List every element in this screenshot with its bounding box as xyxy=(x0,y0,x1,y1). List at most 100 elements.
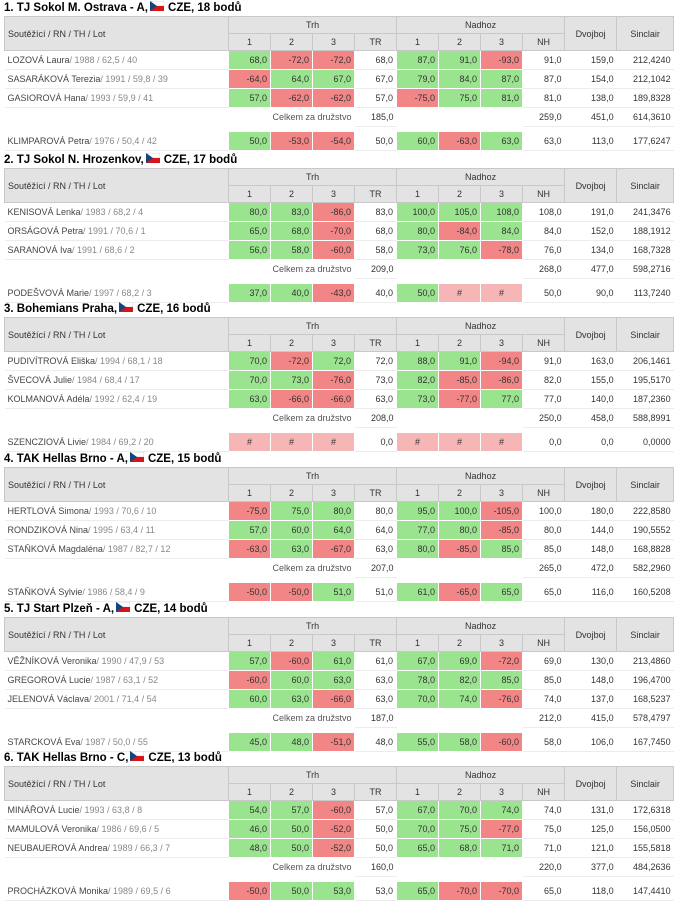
team-total-label: Celkem za družstvo xyxy=(272,413,352,424)
snatch-attempt-1: 70,0 xyxy=(228,370,271,390)
header-name: Soutěžící / RN / TH / Lot xyxy=(4,766,229,801)
header-attempt-1: 1 xyxy=(396,33,440,51)
header-attempt-3: 3 xyxy=(312,185,355,203)
snatch-attempt-2: 63,0 xyxy=(270,539,313,559)
athlete-meta: / 1976 / 50,4 / 42 xyxy=(89,135,157,146)
cj-attempt-3: 84,0 xyxy=(480,221,524,241)
cj-result: 58,0 xyxy=(522,732,565,752)
header-dvojboj: Dvojboj xyxy=(564,617,618,652)
cj-attempt-2: 74,0 xyxy=(438,689,482,709)
header-name: Soutěžící / RN / TH / Lot xyxy=(4,467,229,502)
cj-attempt-3: -85,0 xyxy=(480,520,524,540)
header-name: Soutěžící / RN / TH / Lot xyxy=(4,617,229,652)
reserve-athlete-row: PODEŠVOVÁ Marie/ 1997 / 68,2 / 3 37,0 40,0… xyxy=(4,283,674,303)
athlete-name-text: JELENOVÁ Václava xyxy=(7,694,90,704)
cj-attempt-2: -77,0 xyxy=(438,389,482,409)
snatch-attempt-2: -60,0 xyxy=(270,651,313,671)
header-attempt-1: 1 xyxy=(228,33,271,51)
team-section: 1. TJ Sokol M. Ostrava - A, CZE, 18 bodů … xyxy=(0,0,676,151)
team-total-sinclair: 614,3610 xyxy=(616,107,674,127)
athlete-name: RONDZIKOVÁ Nina/ 1995 / 63,4 / 11 xyxy=(4,520,229,540)
snatch-attempt-2: -72,0 xyxy=(270,50,313,70)
sinclair-result: 212,1042 xyxy=(616,69,674,89)
total-result: 180,0 xyxy=(564,501,617,521)
cj-attempt-2: 76,0 xyxy=(438,240,482,260)
team-section: 2. TJ Sokol N. Hrozenkov, CZE, 17 bodů So… xyxy=(0,152,676,303)
team-total-dvojboj: 472,0 xyxy=(564,558,617,578)
header-sinclair: Sinclair xyxy=(616,16,675,51)
sinclair-result: 168,7328 xyxy=(616,240,674,260)
team-total-spacer xyxy=(397,108,523,127)
header-attempt-2: 2 xyxy=(270,33,313,51)
header-attempt-3: 3 xyxy=(312,634,355,652)
cj-attempt-3: -78,0 xyxy=(480,240,524,260)
athlete-meta: / 1991 / 70,6 / 1 xyxy=(83,226,146,236)
total-result: 130,0 xyxy=(564,651,617,671)
athlete-row: NEUBAUEROVÁ Andrea/ 1989 / 66,3 / 7 48,0 5… xyxy=(4,838,674,858)
cj-attempt-3: -77,0 xyxy=(480,819,524,839)
team-total-tr: 160,0 xyxy=(354,857,397,877)
cj-attempt-2: -63,0 xyxy=(438,131,482,151)
header-nh: NH xyxy=(522,33,566,51)
results-table: Soutěžící / RN / TH / Lot Trh Nadhoz Dvo… xyxy=(4,467,675,602)
team-title: 1. TJ Sokol M. Ostrava - A, CZE, 18 bodů xyxy=(4,0,242,16)
snatch-result: 63,0 xyxy=(354,670,397,690)
team-total-row: Celkem za družstvo 160,0 220,0 377,0 484,263… xyxy=(5,857,674,877)
header-sinclair: Sinclair xyxy=(616,168,675,203)
header-sinclair: Sinclair xyxy=(616,317,675,352)
team-total-row: Celkem za družstvo 207,0 265,0 472,0 582,296… xyxy=(5,558,674,578)
czech-flag-icon xyxy=(118,301,134,317)
cj-result: 50,0 xyxy=(522,283,565,303)
header-attempt-1: 1 xyxy=(228,634,271,652)
sinclair-result: 160,5208 xyxy=(616,582,674,602)
cj-attempt-3: -105,0 xyxy=(480,501,524,521)
header-sinclair: Sinclair xyxy=(616,766,675,801)
header-name: Soutěžící / RN / TH / Lot xyxy=(4,168,229,203)
snatch-attempt-3: -54,0 xyxy=(312,131,355,151)
team-title-text: 6. TAK Hellas Brno - C, xyxy=(4,752,129,765)
team-title-points: CZE, 16 bodů xyxy=(137,303,211,316)
sinclair-result: 241,3476 xyxy=(616,202,674,222)
team-total-sinclair: 588,8991 xyxy=(616,408,674,428)
total-result: 148,0 xyxy=(564,670,617,690)
team-total-sinclair: 484,2636 xyxy=(616,857,674,877)
team-title-text: 1. TJ Sokol M. Ostrava - A, xyxy=(4,2,149,15)
athlete-name-text: NEUBAUEROVÁ Andrea xyxy=(7,843,108,853)
cj-result: 84,0 xyxy=(522,221,565,241)
header-nadhoz: Nadhoz xyxy=(396,16,566,34)
header-attempt-1: 1 xyxy=(396,783,440,801)
snatch-attempt-3: -60,0 xyxy=(312,240,355,260)
snatch-result: 50,0 xyxy=(354,819,397,839)
athlete-name: LOZOVÁ Laura/ 1988 / 62,5 / 40 xyxy=(4,50,229,70)
team-section: 3. Bohemians Praha, CZE, 16 bodů Soutěžíc… xyxy=(0,301,676,452)
snatch-attempt-2: 40,0 xyxy=(270,283,313,303)
team-title-text: 3. Bohemians Praha, xyxy=(4,303,118,316)
header-attempt-1: 1 xyxy=(228,334,271,352)
athlete-row: STAŇKOVÁ Magdaléna/ 1987 / 82,7 / 12 -63,… xyxy=(4,539,674,559)
cj-result: 0,0 xyxy=(522,432,565,452)
snatch-result: 80,0 xyxy=(354,501,397,521)
snatch-attempt-2: 73,0 xyxy=(270,370,313,390)
cj-attempt-1: 95,0 xyxy=(396,501,440,521)
cj-attempt-3: -93,0 xyxy=(480,50,524,70)
snatch-attempt-3: # xyxy=(312,432,355,452)
athlete-name-text: KLIMPAROVÁ Petra xyxy=(7,135,90,146)
results-table: Soutěžící / RN / TH / Lot Trh Nadhoz Dvo… xyxy=(4,766,675,901)
athlete-name-text: SASARÁKOVÁ Terezia xyxy=(7,74,101,84)
team-total-sinclair: 598,2716 xyxy=(616,259,674,279)
team-total-spacer xyxy=(397,709,523,728)
team-total-nh: 220,0 xyxy=(522,857,565,877)
athlete-row: JELENOVÁ Václava/ 2001 / 71,4 / 54 60,0 63… xyxy=(4,689,674,709)
header-trh: Trh xyxy=(227,16,398,34)
cj-attempt-2: 100,0 xyxy=(438,501,482,521)
snatch-result: 64,0 xyxy=(354,520,397,540)
athlete-row: VĚŽNÍKOVÁ Veronika/ 1990 / 47,9 / 53 57,0… xyxy=(4,651,674,671)
athlete-meta: / 1987 / 82,7 / 12 xyxy=(102,544,171,554)
snatch-attempt-1: 57,0 xyxy=(228,88,271,108)
athlete-name: KOLMANOVÁ Adéla/ 1992 / 62,4 / 19 xyxy=(4,389,229,409)
cj-attempt-2: -85,0 xyxy=(438,539,482,559)
athlete-row: MAMULOVÁ Veronika/ 1986 / 69,6 / 5 46,0 50… xyxy=(4,819,674,839)
snatch-attempt-3: -70,0 xyxy=(312,221,355,241)
snatch-attempt-3: -76,0 xyxy=(312,370,355,390)
cj-result: 71,0 xyxy=(522,838,565,858)
